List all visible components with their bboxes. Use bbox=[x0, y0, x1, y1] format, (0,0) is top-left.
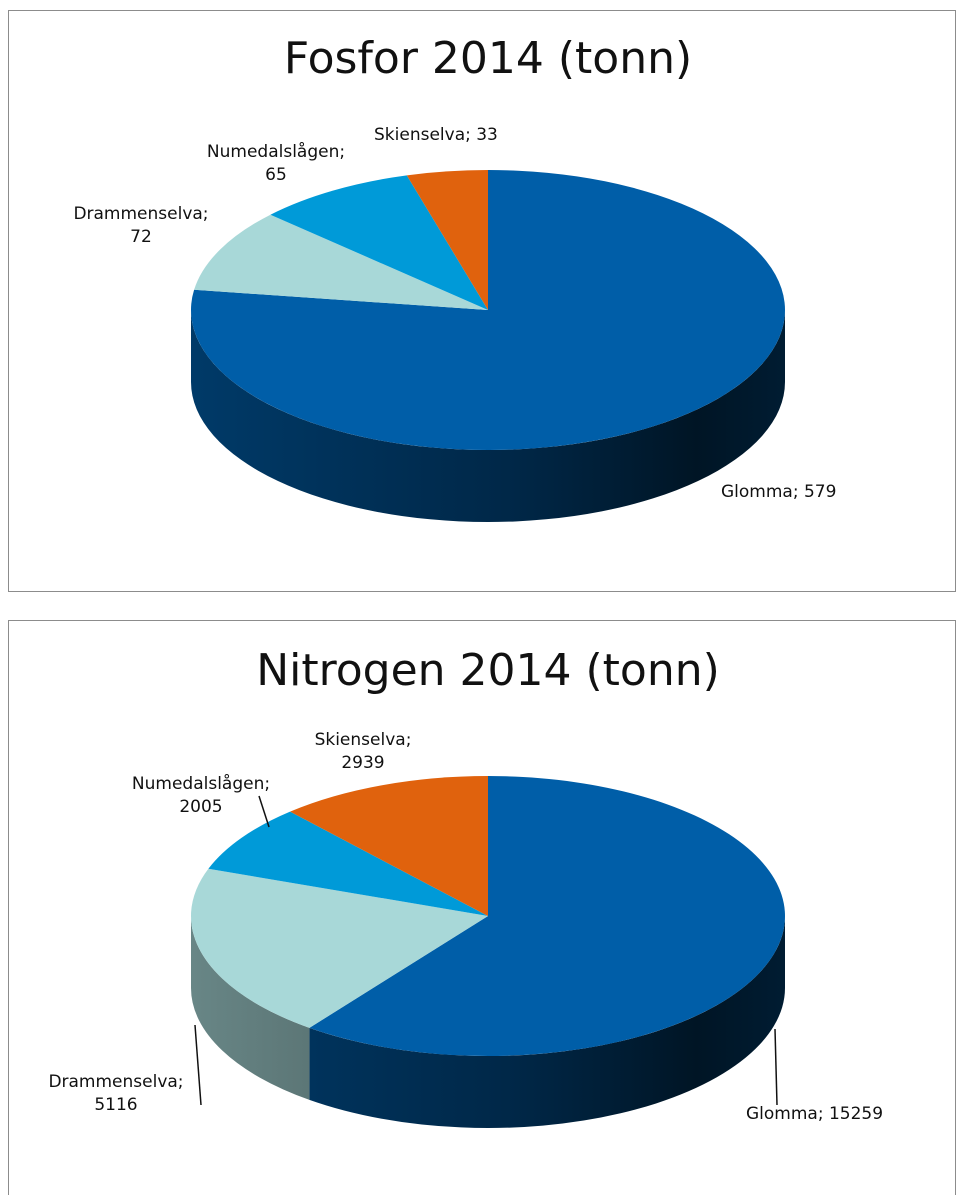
pie-slice bbox=[290, 776, 488, 916]
data-label: Glomma; 579 bbox=[721, 482, 837, 502]
data-label: Drammenselva; 5116 bbox=[48, 1072, 184, 1115]
data-label: Glomma; 15259 bbox=[746, 1104, 884, 1124]
data-label: Skienselva; 33 bbox=[374, 125, 498, 145]
chart-panel: Fosfor 2014 (tonn) Glomma; 579 Drammensel… bbox=[8, 10, 956, 592]
pie-slice bbox=[191, 868, 488, 1028]
pie-slice bbox=[190, 170, 785, 451]
pie-slice bbox=[208, 811, 488, 916]
chart-panel: Nitrogen 2014 (tonn) Glomma; 15259 Dramme… bbox=[8, 620, 956, 1195]
pie-slice bbox=[270, 175, 488, 310]
chart-title: Fosfor 2014 (tonn) bbox=[284, 33, 692, 84]
chart: Nitrogen 2014 (tonn) bbox=[191, 645, 786, 1128]
data-label: Skienselva; 2939 bbox=[314, 730, 412, 773]
chart: Fosfor 2014 (tonn) bbox=[190, 33, 785, 522]
data-label: Drammenselva; 72 bbox=[73, 204, 209, 247]
data-label: Numedalslågen; 65 bbox=[206, 142, 346, 185]
pie-slice bbox=[309, 776, 786, 1056]
leader-line bbox=[774, 1028, 778, 1106]
leader-line bbox=[194, 1024, 202, 1106]
pie-slice-side bbox=[309, 916, 785, 1128]
leader-line bbox=[258, 795, 270, 828]
pie-slice-side bbox=[191, 310, 785, 522]
chart-title: Nitrogen 2014 (tonn) bbox=[256, 645, 720, 696]
pie-slice bbox=[406, 170, 488, 310]
pie-slice bbox=[194, 214, 488, 310]
pie-slice-side bbox=[191, 916, 310, 1100]
data-label: Numedalslågen; 2005 bbox=[131, 774, 271, 817]
